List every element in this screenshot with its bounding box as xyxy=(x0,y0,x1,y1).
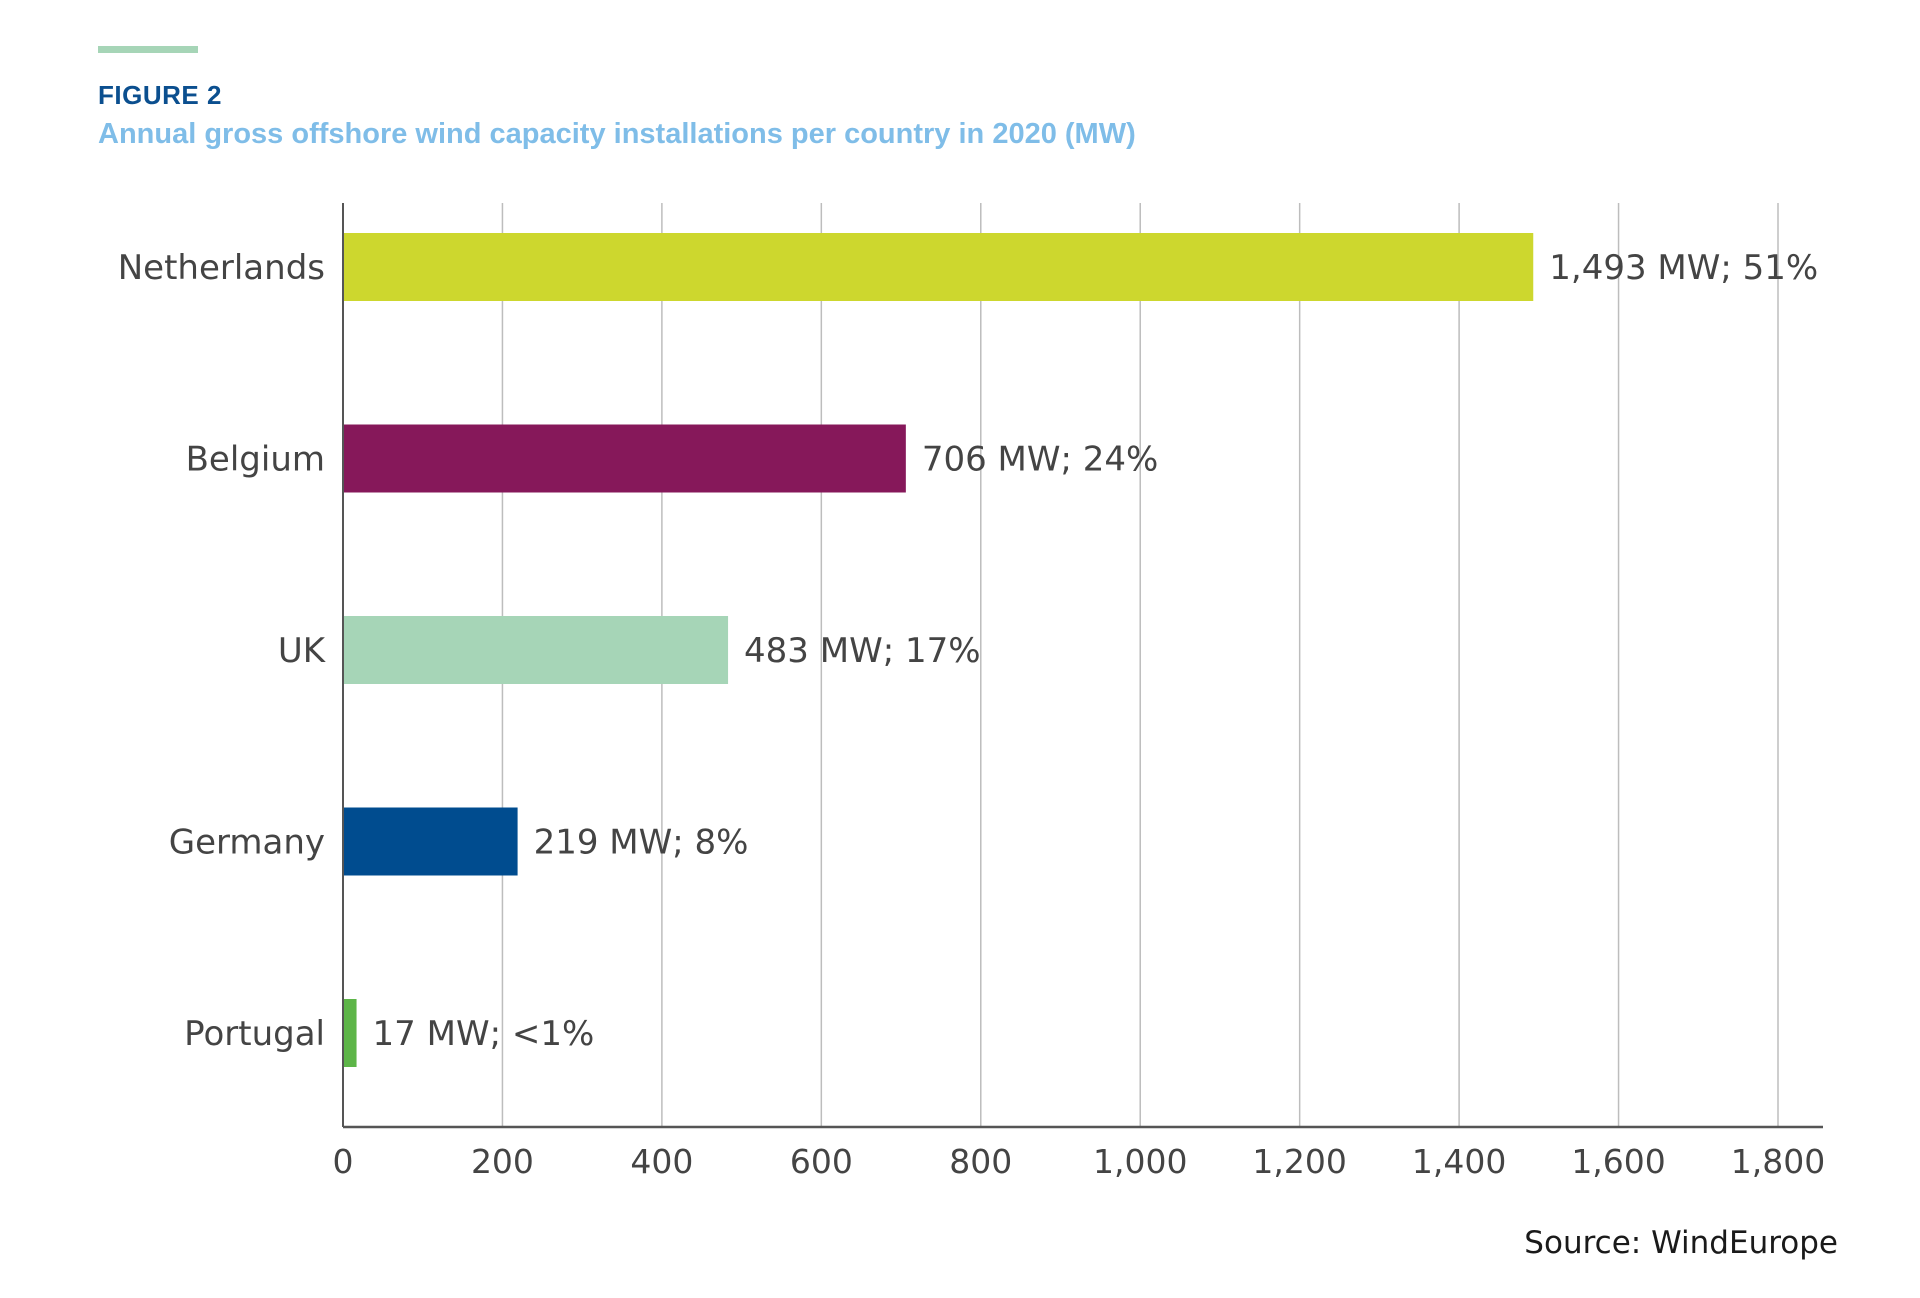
data-label: 706 MW; 24% xyxy=(922,440,1159,480)
category-labels: Netherlands Belgium UK Germany Portugal xyxy=(118,248,327,1054)
x-tick-label: 0 xyxy=(333,1142,354,1181)
data-labels: 1,493 MW; 51% 706 MW; 24% 483 MW; 17% 219 M… xyxy=(373,248,1819,1054)
source-note: Source: WindEurope xyxy=(1524,1225,1838,1261)
figure-title: Annual gross offshore wind capacity inst… xyxy=(98,118,1136,150)
bars xyxy=(343,233,1534,1067)
x-tick-label: 200 xyxy=(471,1142,534,1181)
category-label: Netherlands xyxy=(118,248,325,288)
data-label: 219 MW; 8% xyxy=(534,823,749,863)
x-tick-labels: 0 200 400 600 800 1,000 1,200 1,400 1,600 1,800 xyxy=(333,1142,1826,1181)
accent-rule xyxy=(98,46,198,53)
category-label: Germany xyxy=(169,823,325,863)
x-tick-label: 1,400 xyxy=(1412,1142,1506,1181)
x-tick-label: 1,800 xyxy=(1731,1142,1825,1181)
data-label: 483 MW; 17% xyxy=(744,631,981,671)
bar-belgium xyxy=(343,424,906,493)
axes xyxy=(342,203,1823,1129)
data-label: 1,493 MW; 51% xyxy=(1549,248,1818,288)
x-tick-label: 600 xyxy=(790,1142,853,1181)
x-tick-label: 800 xyxy=(949,1142,1012,1181)
gridlines xyxy=(501,203,1779,1127)
category-label: UK xyxy=(278,631,327,671)
bar-portugal xyxy=(343,999,357,1067)
bar-germany xyxy=(343,807,518,876)
x-tick-label: 1,200 xyxy=(1252,1142,1346,1181)
bar-netherlands xyxy=(343,233,1534,301)
category-label: Belgium xyxy=(186,440,325,480)
x-tick-label: 1,600 xyxy=(1571,1142,1665,1181)
bar-uk xyxy=(343,616,729,684)
figure-label: FIGURE 2 xyxy=(98,80,222,110)
x-tick-label: 1,000 xyxy=(1093,1142,1187,1181)
category-label: Portugal xyxy=(184,1014,325,1054)
x-tick-label: 400 xyxy=(630,1142,693,1181)
data-label: 17 MW; <1% xyxy=(373,1014,595,1054)
